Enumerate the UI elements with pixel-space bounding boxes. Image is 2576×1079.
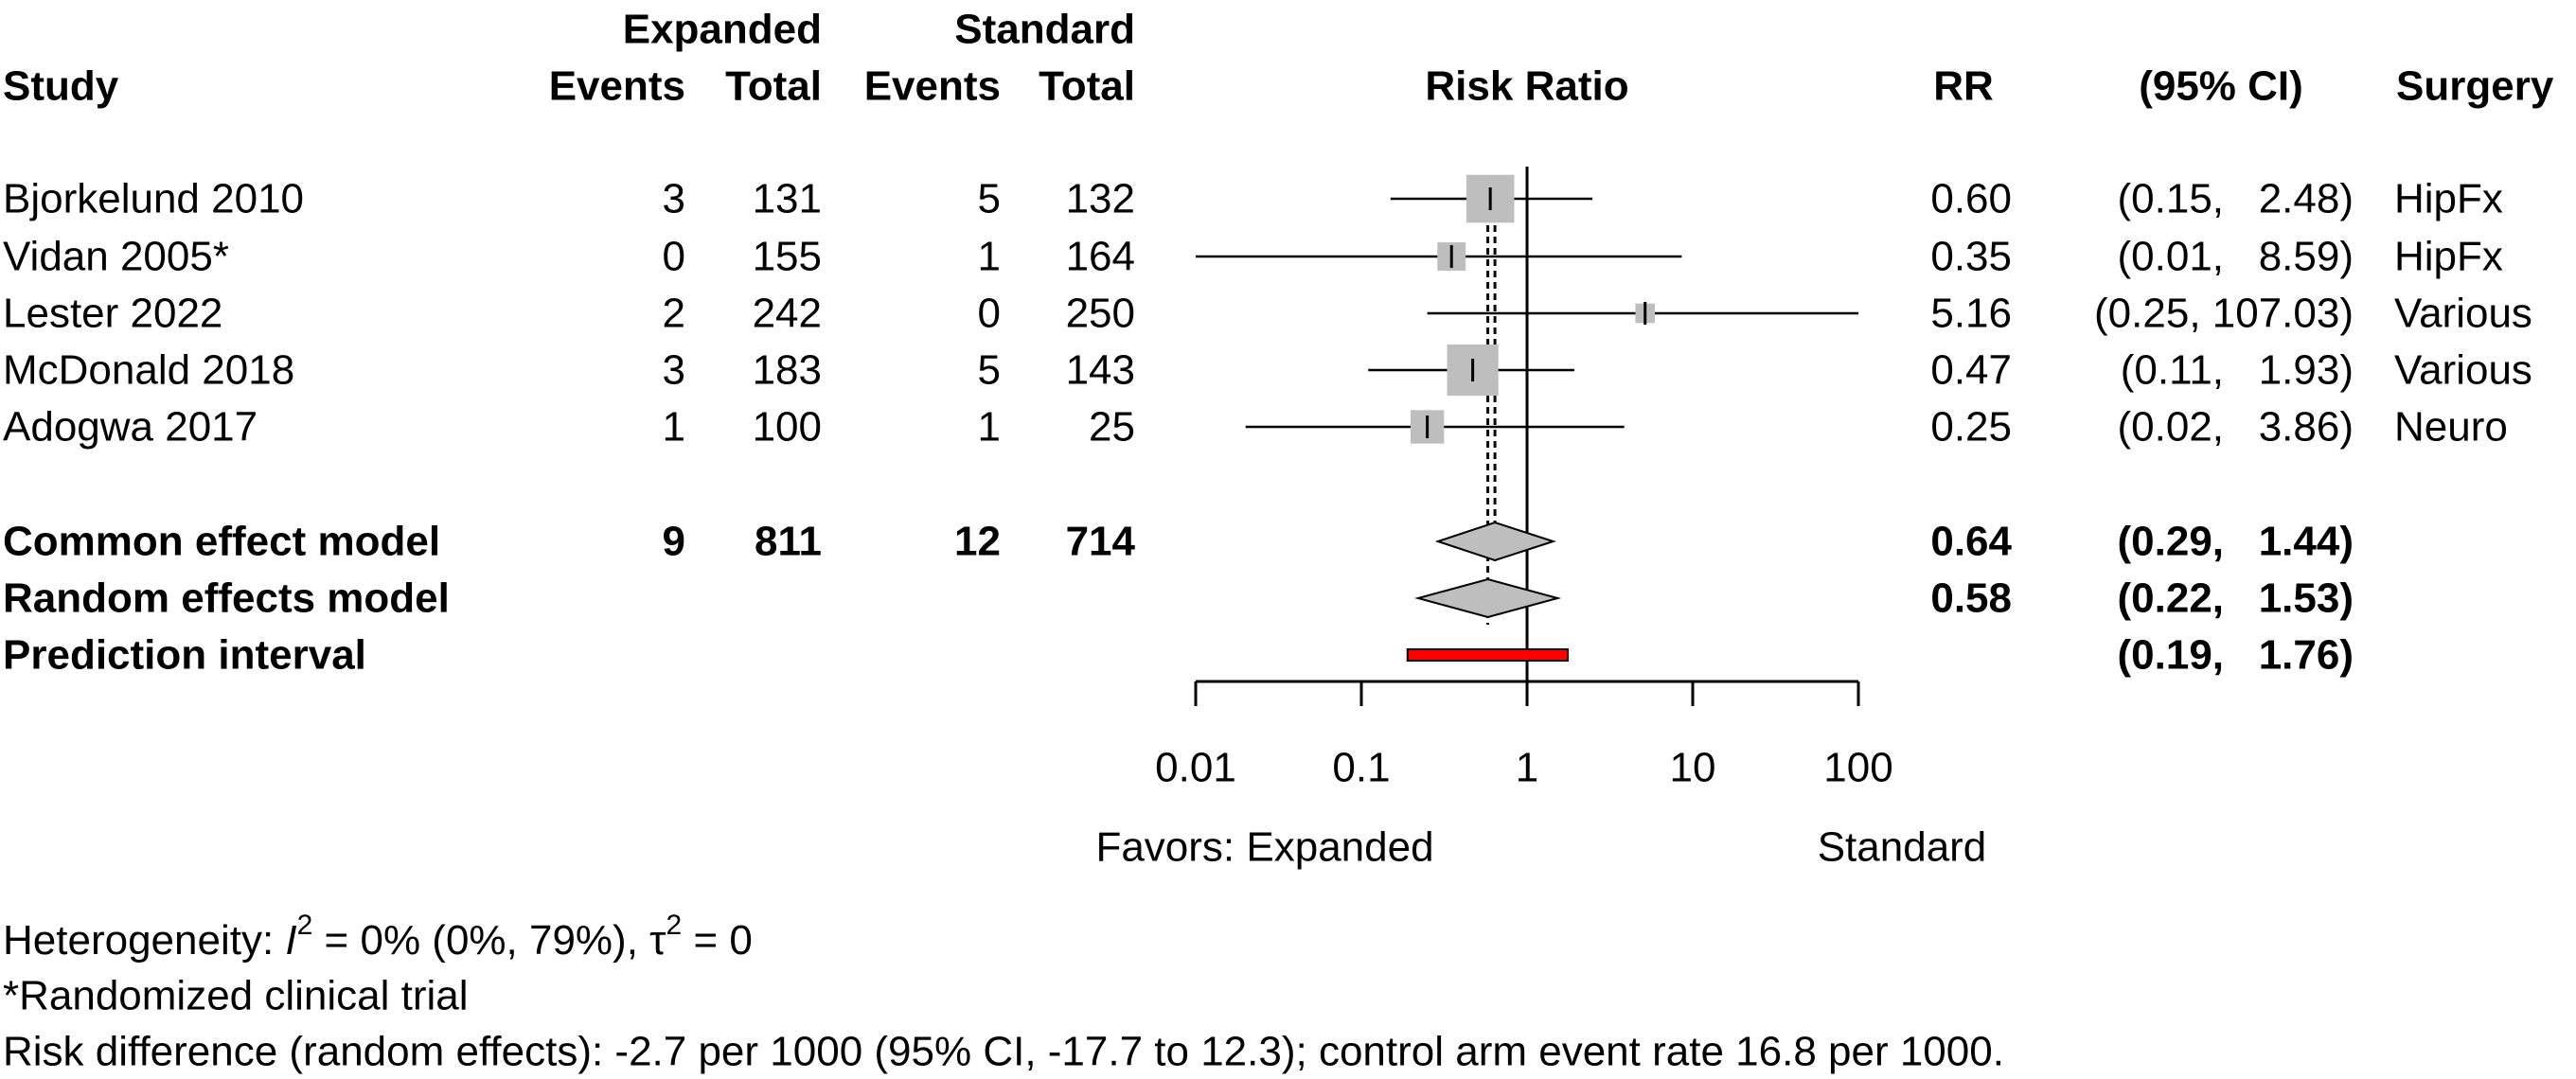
study-surgery: HipFx [2394,176,2503,222]
x-axis-tick-label: 10 [1670,745,1716,791]
header-events-control: Events [864,63,1001,110]
header-ci: (95% CI) [2139,63,2303,110]
random-effects-diamond [1414,577,1562,619]
study-rr: 0.35 [1930,234,2012,280]
random-effects-rr: 0.58 [1930,575,2012,622]
study-name: Vidan 2005* [3,234,229,280]
total-experimental: 242 [753,291,822,337]
study-name: Lester 2022 [3,291,222,337]
total-experimental: 131 [753,176,822,222]
study-ci: (0.25, 107.03) [2094,291,2354,337]
study-name: McDonald 2018 [3,347,294,394]
events-control: 5 [978,347,1001,394]
common-effect-label: Common effect model [3,519,440,565]
header-experimental-group: Expanded [623,7,822,53]
study-surgery: Neuro [2394,404,2508,451]
random-effects-ci: (0.22, 1.53) [2118,575,2354,622]
study-name: Bjorkelund 2010 [3,176,304,222]
study-ci: (0.15, 2.48) [2118,176,2354,222]
x-axis-tick-label: 0.1 [1332,745,1390,791]
random-effects-label: Random effects model [3,575,450,622]
study-ci: (0.02, 3.86) [2118,404,2354,451]
total-control: 164 [1066,234,1135,280]
events-experimental: 2 [663,291,685,337]
common-effect-diamond [1434,521,1556,562]
study-ci: (0.11, 1.93) [2121,347,2354,394]
events-control: 1 [978,234,1001,280]
rct-footnote: *Randomized clinical trial [3,973,469,1019]
header-rr: RR [1933,63,1994,110]
common-events-experimental: 9 [663,519,685,565]
study-surgery: Various [2394,347,2532,394]
total-experimental: 183 [753,347,822,394]
risk-difference-footnote: Risk difference (random effects): -2.7 p… [3,1029,2004,1075]
events-experimental: 3 [663,347,685,394]
header-surgery: Surgery [2396,63,2554,110]
events-control: 1 [978,404,1001,451]
study-surgery: HipFx [2394,234,2503,280]
i2-symbol: I [285,917,296,964]
total-control: 143 [1066,347,1135,394]
common-effect-ci: (0.29, 1.44) [2118,519,2354,565]
heterogeneity-note: Heterogeneity: I2 = 0% (0%, 79%), τ2 = 0 [3,910,753,964]
total-control: 132 [1066,176,1135,222]
tau-value: = 0 [682,917,753,964]
common-effect-rr: 0.64 [1930,519,2012,565]
events-control: 0 [978,291,1001,337]
header-total-control: Total [1039,63,1135,110]
x-axis-tick-label: 0.01 [1155,745,1236,791]
study-rr: 5.16 [1930,291,2012,337]
heterogeneity-prefix: Heterogeneity: [3,917,285,964]
tau-symbol: τ [649,917,666,964]
x-axis-tick-label: 1 [1516,745,1538,791]
common-total-experimental: 811 [755,519,822,565]
prediction-interval-label: Prediction interval [3,632,366,679]
events-control: 5 [978,176,1001,222]
total-control: 250 [1066,291,1135,337]
common-total-control: 714 [1066,519,1136,565]
study-rr: 0.60 [1930,176,2012,222]
events-experimental: 0 [663,234,685,280]
events-experimental: 3 [663,176,685,222]
events-experimental: 1 [663,404,685,451]
study-name: Adogwa 2017 [3,404,258,451]
prediction-interval-bar [1406,648,1569,662]
common-events-control: 12 [954,519,1001,565]
header-risk-ratio: Risk Ratio [1425,63,1628,110]
favors-right-label: Standard [1818,824,1987,871]
total-control: 25 [1089,404,1135,451]
study-rr: 0.25 [1930,404,2012,451]
total-experimental: 100 [753,404,822,451]
study-surgery: Various [2394,291,2532,337]
favors-left-label: Favors: Expanded [1095,824,1433,871]
tau-superscript: 2 [666,910,683,941]
x-axis-tick-label: 100 [1823,745,1892,791]
header-study: Study [3,63,119,110]
header-events-experimental: Events [549,63,685,110]
prediction-interval-ci: (0.19, 1.76) [2118,632,2354,679]
i2-value: = 0% (0%, 79%), [312,917,649,964]
header-total-experimental: Total [725,63,822,110]
total-experimental: 155 [753,234,822,280]
header-control-group: Standard [954,7,1135,53]
study-rr: 0.47 [1930,347,2012,394]
i2-superscript: 2 [297,910,313,941]
study-ci: (0.01, 8.59) [2118,234,2354,280]
